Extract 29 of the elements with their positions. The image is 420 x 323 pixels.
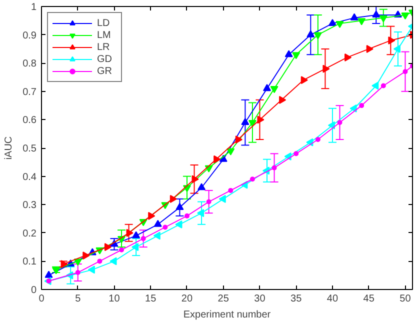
y-tick-label: 0.4 (22, 172, 37, 183)
y-tick-label: 0.3 (22, 200, 37, 212)
legend-label: LM (97, 29, 112, 41)
x-tick-label: 10 (108, 294, 120, 304)
x-tick-label: 25 (218, 294, 230, 304)
x-axis-title: Experiment number (183, 310, 272, 320)
y-tick-label: 0.5 (22, 144, 37, 154)
x-tick-label: 15 (145, 294, 157, 304)
x-tick-label: 0 (38, 294, 45, 304)
x-tick-label: 40 (326, 294, 338, 304)
legend-label: GD (97, 53, 113, 65)
y-tick-label: 0.1 (22, 256, 37, 268)
x-tick-label: 5 (75, 294, 82, 304)
y-tick-label: 0 (30, 285, 37, 296)
x-tick-label: 50 (400, 294, 412, 304)
y-tick-label: 0.9 (22, 30, 37, 42)
y-tick-label: 0.6 (22, 115, 37, 126)
x-tick-label: 20 (181, 294, 193, 304)
legend-label: LD (97, 17, 111, 29)
y-axis-title: iAUC (4, 136, 15, 160)
y-tick-label: 0.7 (22, 86, 37, 98)
legend-label: LR (97, 41, 111, 53)
y-tick-label: 1 (30, 2, 37, 13)
legend-label: GR (97, 65, 113, 77)
y-tick-label: 0.8 (22, 58, 37, 70)
x-tick-label: 45 (363, 294, 375, 304)
y-tick-label: 0.2 (22, 228, 37, 240)
x-tick-label: 30 (254, 294, 266, 304)
x-tick-label: 35 (290, 294, 302, 304)
